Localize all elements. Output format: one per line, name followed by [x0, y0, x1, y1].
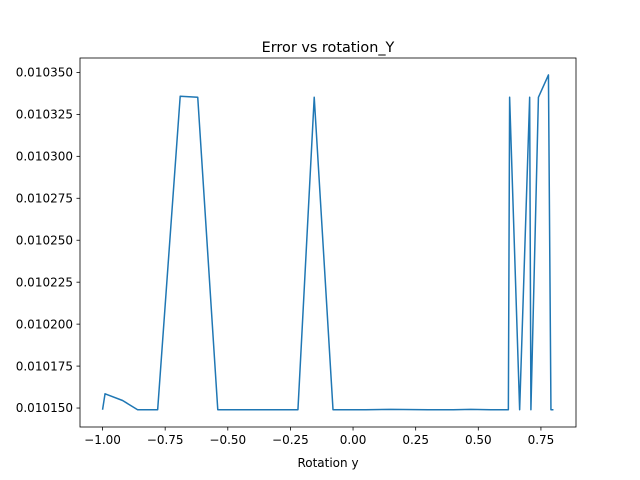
y-tick-label: 0.010175 [16, 359, 73, 373]
x-tick-label: −0.75 [147, 433, 184, 447]
series-layer [101, 74, 554, 411]
x-axis-ticks: −1.00 −0.75 −0.50 −0.25 0.00 0.25 0.50 0.75 [84, 427, 554, 447]
y-tick-label: 0.010350 [16, 66, 73, 80]
x-tick-label: 0.00 [340, 433, 367, 447]
y-tick-label: 0.010300 [16, 150, 73, 164]
chart-title: Error vs rotation_Y [262, 40, 395, 56]
series-line-error [101, 74, 554, 411]
x-tick-label: 0.75 [528, 433, 555, 447]
x-tick-label: −0.50 [209, 433, 246, 447]
y-tick-label: 0.010275 [16, 191, 73, 205]
y-tick-label: 0.010325 [16, 108, 73, 122]
x-tick-label: −0.25 [272, 433, 309, 447]
y-tick-label: 0.010150 [16, 401, 73, 415]
y-tick-label: 0.010225 [16, 275, 73, 289]
x-tick-label: 0.50 [465, 433, 492, 447]
x-tick-label: −1.00 [84, 433, 121, 447]
y-axis-ticks: 0.010150 0.010175 0.010200 0.010225 0.010250… [16, 66, 80, 415]
axes-frame [79, 57, 577, 428]
x-axis-label: Rotation y [297, 456, 358, 470]
x-tick-label: 0.25 [402, 433, 429, 447]
y-tick-label: 0.010250 [16, 233, 73, 247]
y-tick-label: 0.010200 [16, 317, 73, 331]
